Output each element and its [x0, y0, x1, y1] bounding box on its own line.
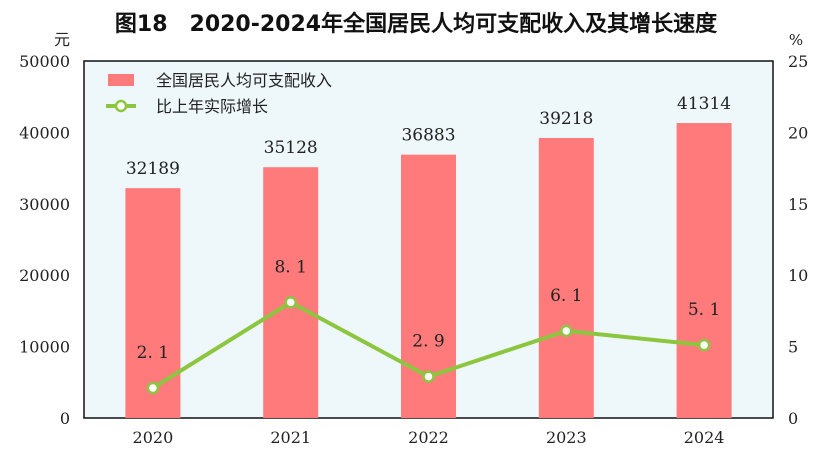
y-right-unit: %: [789, 31, 803, 49]
line-data-label: 5. 1: [688, 300, 720, 320]
x-tick-label: 2024: [684, 428, 725, 447]
line-point: [697, 338, 711, 352]
x-tick-label: 2021: [270, 428, 311, 447]
bar-data-label: 36883: [401, 126, 455, 146]
bar: [538, 137, 594, 419]
y-right-tick-label: 0: [788, 409, 798, 428]
bar-data-label: 32189: [126, 159, 180, 179]
y-left-unit: 元: [54, 30, 70, 49]
y-left-tick-label: 30000: [19, 195, 70, 214]
x-tick-label: 2023: [546, 428, 587, 447]
y-left-tick-label: 40000: [19, 123, 70, 142]
y-right-tick-label: 5: [788, 338, 798, 357]
line-point: [422, 370, 435, 383]
bar: [125, 188, 181, 418]
x-tick-label: 2022: [408, 428, 449, 447]
chart-title: 图18 2020-2024年全国居民人均可支配收入及其增长速度: [114, 12, 718, 37]
y-left-tick-label: 0: [60, 409, 70, 428]
y-right-tick-label: 10: [788, 266, 808, 285]
bar: [263, 167, 319, 418]
legend-bar-swatch: [108, 74, 134, 86]
bar-data-label: 41314: [677, 94, 731, 114]
x-tick-label: 2020: [133, 428, 174, 447]
line-point: [146, 381, 160, 395]
y-right-tick-label: 25: [788, 52, 808, 71]
legend-line-marker: [114, 99, 128, 113]
line-data-label: 6. 1: [550, 286, 582, 306]
line-data-label: 2. 9: [412, 332, 444, 352]
bar: [676, 123, 732, 419]
y-right-tick-label: 15: [788, 195, 808, 214]
line-point: [560, 324, 573, 338]
line-point: [284, 296, 297, 309]
y-left-tick-label: 50000: [19, 52, 70, 71]
legend-bar-label: 全国居民人均可支配收入: [156, 71, 332, 90]
y-left-tick-label: 20000: [19, 266, 70, 285]
y-right-tick-label: 20: [788, 123, 808, 142]
bar-data-label: 35128: [264, 138, 318, 158]
y-left-tick-label: 10000: [19, 338, 70, 357]
legend-line-label: 比上年实际增长: [156, 97, 268, 116]
line-data-label: 2. 1: [137, 343, 169, 363]
line-data-label: 8. 1: [274, 257, 306, 277]
bar-data-label: 39218: [539, 109, 593, 129]
